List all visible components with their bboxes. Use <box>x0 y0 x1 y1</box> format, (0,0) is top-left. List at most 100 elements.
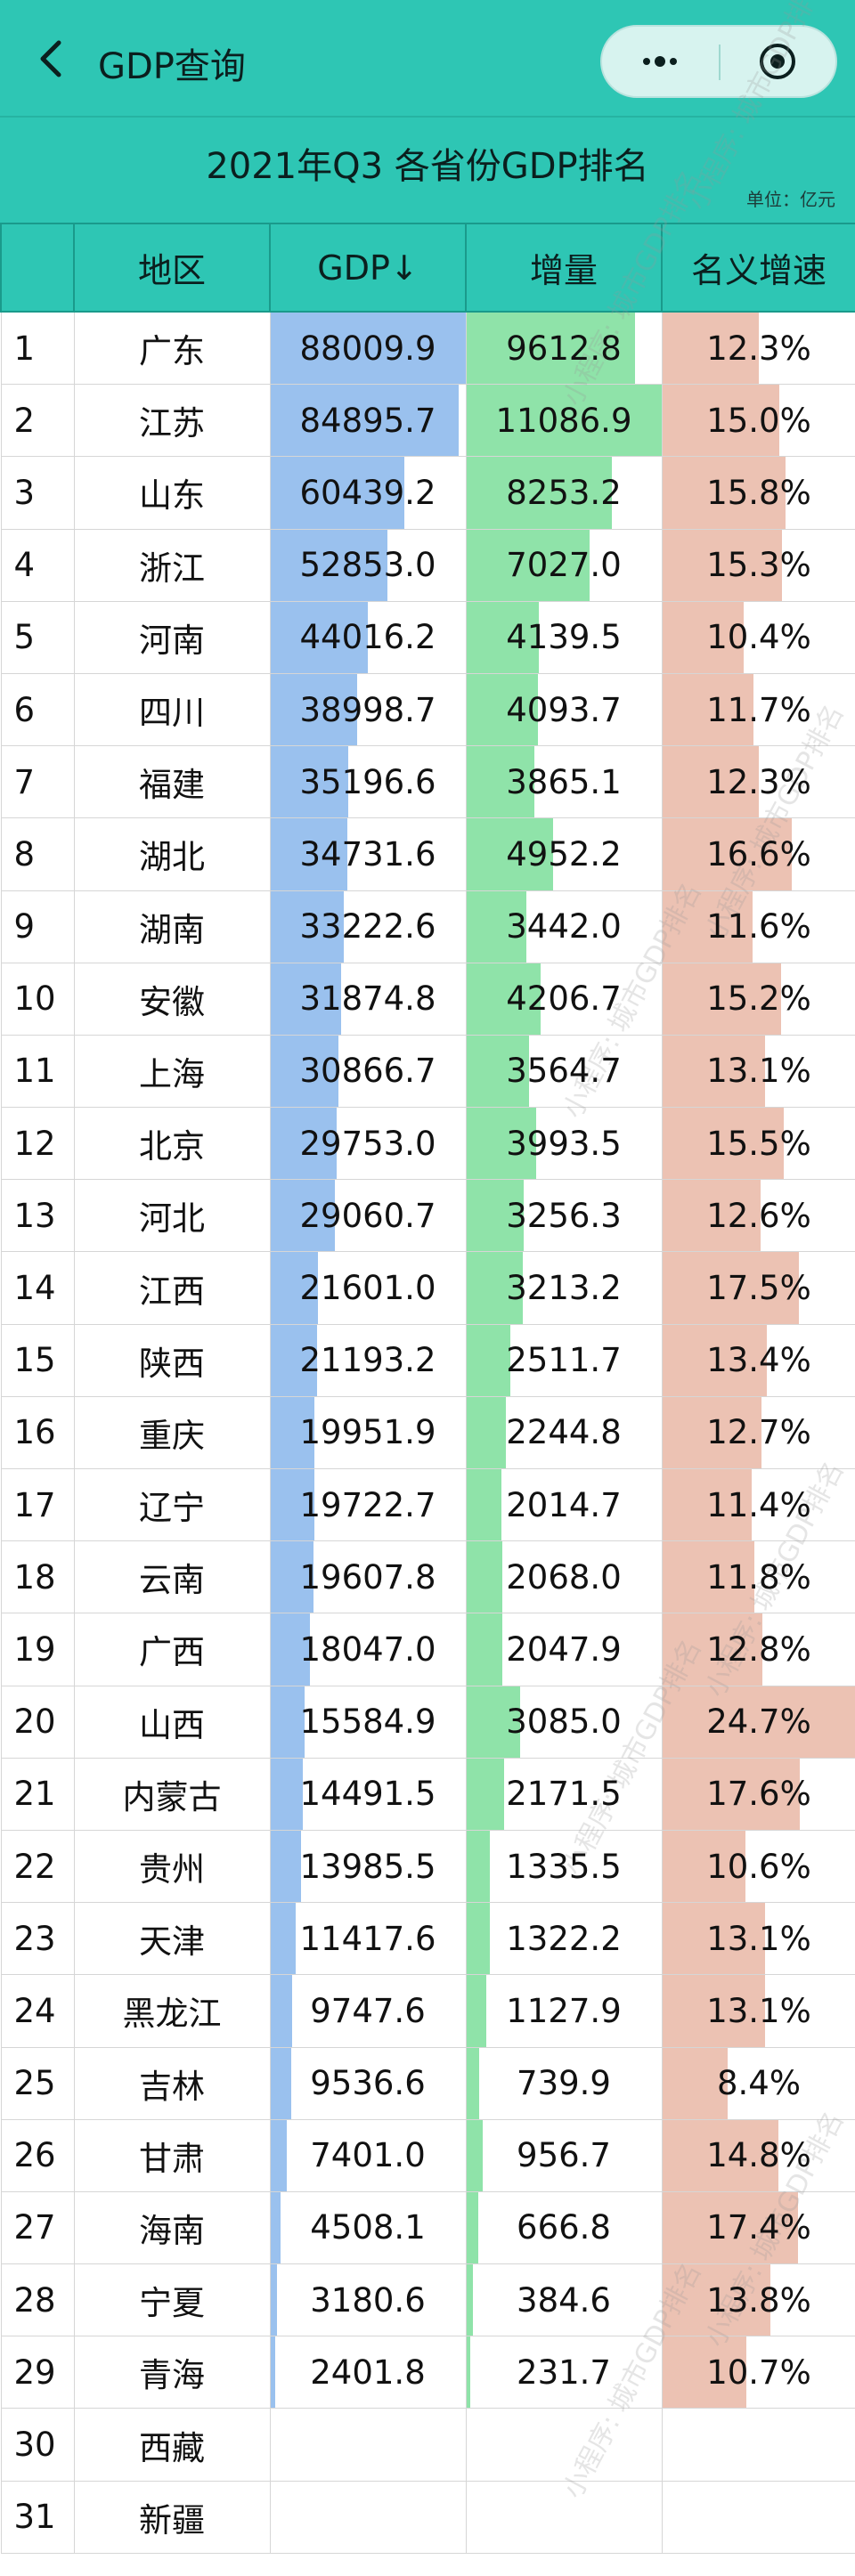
table-row[interactable]: 15 陕西 21193.2 2511.7 13.4% <box>0 1323 855 1397</box>
table-row[interactable]: 28 宁夏 3180.6 384.6 13.8% <box>0 2263 855 2337</box>
rate-bar <box>662 2047 729 2119</box>
growth-cell-value: 15.8% <box>706 473 811 512</box>
rank-cell-value: 18 <box>13 1557 56 1597</box>
rank-cell-value: 27 <box>13 2208 56 2247</box>
table-row[interactable]: 25 吉林 9536.6 739.9 8.4% <box>0 2046 855 2120</box>
table-row[interactable]: 19 广西 18047.0 2047.9 12.8% <box>0 1613 855 1686</box>
rate-bar <box>662 963 782 1035</box>
table-row[interactable]: 7 福建 35196.6 3865.1 12.3% <box>0 745 855 819</box>
region-cell: 上海 <box>73 1034 271 1109</box>
table-row[interactable]: 16 重庆 19951.9 2244.8 12.7% <box>0 1395 855 1470</box>
table-row[interactable]: 2 江苏 84895.7 11086.9 15.0% <box>0 384 855 458</box>
rank-cell: 21 <box>0 1757 75 1831</box>
table-row[interactable]: 18 云南 19607.8 2068.0 11.8% <box>0 1540 855 1614</box>
rank-cell: 22 <box>0 1829 75 1904</box>
region-cell: 湖南 <box>73 890 271 963</box>
increase-cell: 666.8 <box>465 2190 663 2265</box>
growth-cell-value: 17.4% <box>706 2208 811 2247</box>
header-region[interactable]: 地区 <box>73 223 271 313</box>
increase-cell: 3442.0 <box>465 890 663 963</box>
rank-cell: 28 <box>0 2263 75 2337</box>
table-row[interactable]: 5 河南 44016.2 4139.5 10.4% <box>0 600 855 674</box>
table-row[interactable]: 21 内蒙古 14491.5 2171.5 17.6% <box>0 1757 855 1831</box>
table-row[interactable]: 24 黑龙江 9747.6 1127.9 13.1% <box>0 1974 855 2048</box>
gdp-bar <box>270 1469 314 1541</box>
increase-cell: 231.7 <box>465 2336 663 2409</box>
increase-cell <box>465 2480 663 2554</box>
table-row[interactable]: 26 甘肃 7401.0 956.7 14.8% <box>0 2118 855 2192</box>
inc-bar <box>466 1830 490 1903</box>
growth-cell-value: 24.7% <box>706 1702 811 1742</box>
table-row[interactable]: 14 江西 21601.0 3213.2 17.5% <box>0 1251 855 1325</box>
close-button[interactable] <box>720 27 835 96</box>
region-cell-value: 江西 <box>139 1272 205 1311</box>
table-row[interactable]: 4 浙江 52853.0 7027.0 15.3% <box>0 528 855 602</box>
table-row[interactable]: 30 西藏 <box>0 2408 855 2482</box>
gdp-bar <box>270 2264 278 2336</box>
increase-cell-value: 3442.0 <box>506 907 622 947</box>
header-growth[interactable]: 名义增速 <box>661 223 855 313</box>
gdp-cell-value: 44016.2 <box>299 618 436 657</box>
rank-cell: 12 <box>0 1107 75 1181</box>
rate-bar <box>662 2264 770 2336</box>
table-row[interactable]: 11 上海 30866.7 3564.7 13.1% <box>0 1034 855 1109</box>
table-row[interactable]: 10 安徽 31874.8 4206.7 15.2% <box>0 962 855 1036</box>
gdp-bar <box>270 1903 296 1975</box>
increase-cell-value: 3256.3 <box>506 1196 622 1235</box>
table-row[interactable]: 23 天津 11417.6 1322.2 13.1% <box>0 1902 855 1976</box>
gdp-cell: 13985.5 <box>269 1829 467 1904</box>
table-row[interactable]: 29 青海 2401.8 231.7 10.7% <box>0 2336 855 2409</box>
table-row[interactable]: 1 广东 88009.9 9612.8 12.3% <box>0 311 855 386</box>
table-row[interactable]: 17 辽宁 19722.7 2014.7 11.4% <box>0 1467 855 1542</box>
increase-cell-value: 3085.0 <box>506 1702 622 1742</box>
capsule-divider <box>719 45 721 80</box>
table-row[interactable]: 3 山东 60439.2 8253.2 15.8% <box>0 456 855 530</box>
table-row[interactable]: 22 贵州 13985.5 1335.5 10.6% <box>0 1829 855 1904</box>
growth-cell: 12.3% <box>661 745 855 819</box>
rate-bar <box>662 890 753 963</box>
rate-bar <box>662 1541 755 1613</box>
rate-bar <box>662 313 759 385</box>
growth-cell: 12.7% <box>661 1395 855 1470</box>
gdp-cell: 30866.7 <box>269 1034 467 1109</box>
header-increase[interactable]: 增量 <box>465 223 663 313</box>
gdp-cell-value: 29060.7 <box>299 1196 436 1235</box>
table-row[interactable]: 8 湖北 34731.6 4952.2 16.6% <box>0 817 855 891</box>
region-cell: 广西 <box>73 1613 271 1686</box>
table-row[interactable]: 13 河北 29060.7 3256.3 12.6% <box>0 1179 855 1253</box>
gdp-bar <box>270 2336 276 2409</box>
table-row[interactable]: 9 湖南 33222.6 3442.0 11.6% <box>0 890 855 963</box>
region-cell-value: 天津 <box>139 1922 205 1962</box>
region-cell: 福建 <box>73 745 271 819</box>
table-row[interactable]: 31 新疆 <box>0 2480 855 2554</box>
table-row[interactable]: 27 海南 4508.1 666.8 17.4% <box>0 2190 855 2265</box>
table-header-row: 地区 GDP↓ 增量 名义增速 <box>0 223 855 313</box>
region-cell-value: 广西 <box>139 1633 205 1672</box>
gdp-cell: 21193.2 <box>269 1323 467 1397</box>
rate-bar <box>662 818 793 890</box>
growth-cell-value: 13.1% <box>706 1052 811 1091</box>
table-row[interactable]: 12 北京 29753.0 3993.5 15.5% <box>0 1107 855 1181</box>
more-button[interactable] <box>602 27 718 96</box>
table-row[interactable]: 20 山西 15584.9 3085.0 24.7% <box>0 1685 855 1759</box>
region-cell-value: 广东 <box>139 332 205 371</box>
region-cell: 河南 <box>73 600 271 674</box>
growth-cell-value: 11.6% <box>706 907 811 947</box>
rank-cell: 5 <box>0 600 75 674</box>
gdp-cell-value: 34731.6 <box>299 834 436 874</box>
gdp-cell: 35196.6 <box>269 745 467 819</box>
region-cell-value: 河南 <box>139 621 205 660</box>
gdp-cell: 19951.9 <box>269 1395 467 1470</box>
gdp-bar <box>270 1975 292 2047</box>
table-row[interactable]: 6 四川 38998.7 4093.7 11.7% <box>0 672 855 747</box>
header-gdp[interactable]: GDP↓ <box>269 223 467 313</box>
growth-cell-value: 12.6% <box>706 1196 811 1235</box>
growth-cell: 15.2% <box>661 962 855 1036</box>
growth-cell <box>661 2408 855 2482</box>
increase-cell-value: 8253.2 <box>506 473 622 512</box>
back-button[interactable] <box>25 32 78 85</box>
growth-cell: 13.4% <box>661 1323 855 1397</box>
inc-bar <box>466 2264 474 2336</box>
gdp-bar <box>270 673 357 746</box>
rate-bar <box>662 2336 746 2409</box>
